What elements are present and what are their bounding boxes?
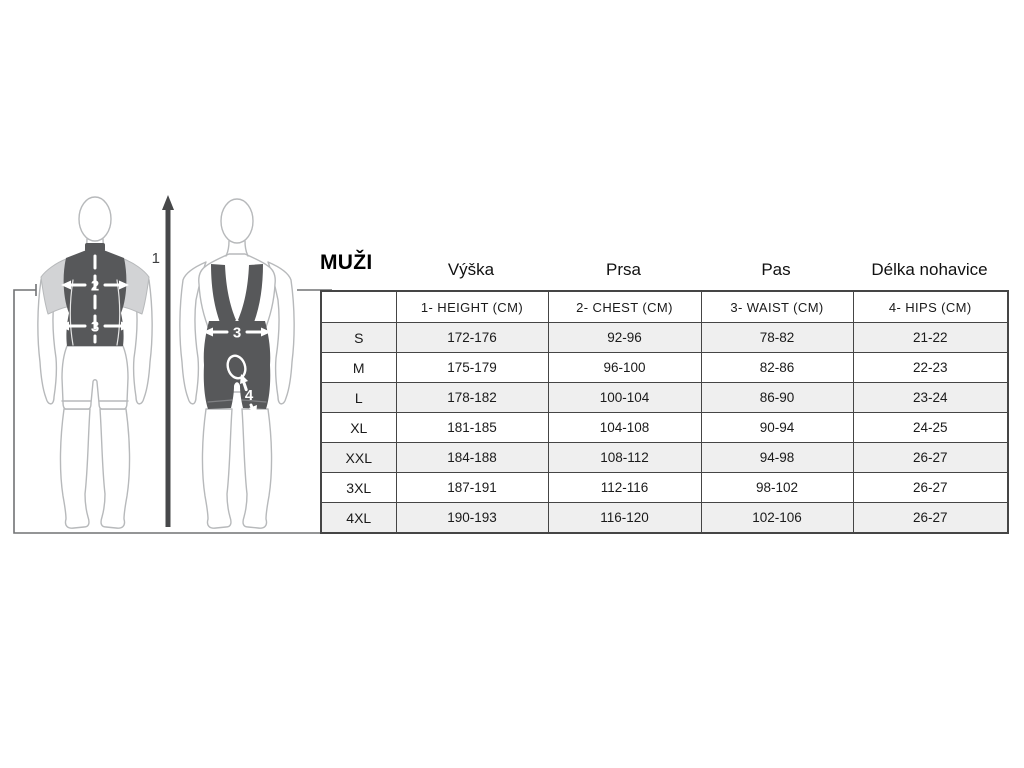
inseam-measure-arrow: 4 <box>226 354 257 415</box>
chest-value: 116-120 <box>547 502 702 534</box>
hips-value: 26-27 <box>852 472 1009 503</box>
chest-value: 96-100 <box>547 352 702 383</box>
table-row-l: L 178-182 100-104 86-90 23-24 <box>320 382 1009 413</box>
chest-value: 112-116 <box>547 472 702 503</box>
size-label: XXL <box>320 442 397 473</box>
inseam-marker-label: 4 <box>245 387 254 404</box>
size-label: M <box>320 352 397 383</box>
column-header-waist: 3- WAIST (CM) <box>700 290 854 323</box>
chest-measure-arrow: 2 <box>61 278 129 295</box>
back-figure: 3 4 <box>179 198 295 529</box>
hips-value: 21-22 <box>852 322 1009 353</box>
chest-marker-label: 2 <box>91 278 99 295</box>
height-value: 178-182 <box>395 382 549 413</box>
hips-value: 24-25 <box>852 412 1009 443</box>
size-table: 1- HEIGHT (CM) 2- CHEST (CM) 3- WAIST (C… <box>320 290 1009 534</box>
height-value: 172-176 <box>395 322 549 353</box>
waist-marker-label-front: 3 <box>91 319 99 336</box>
hips-value: 22-23 <box>852 352 1009 383</box>
height-value: 181-185 <box>395 412 549 443</box>
waist-value: 98-102 <box>700 472 854 503</box>
waist-value: 82-86 <box>700 352 854 383</box>
table-header-strip: MUŽI Výška Prsa Pas Délka nohavice <box>320 248 1007 284</box>
waist-value: 102-106 <box>700 502 854 534</box>
size-label: XL <box>320 412 397 443</box>
front-figure: 2 3 <box>37 196 153 529</box>
table-row-xl: XL 181-185 104-108 90-94 24-25 <box>320 412 1009 443</box>
column-header-height: 1- HEIGHT (CM) <box>395 290 549 323</box>
hips-value: 26-27 <box>852 502 1009 534</box>
height-value: 184-188 <box>395 442 549 473</box>
table-row-4xl: 4XL 190-193 116-120 102-106 26-27 <box>320 502 1009 534</box>
size-label: S <box>320 322 397 353</box>
page-title: MUŽI <box>320 251 373 274</box>
table-row-xxl: XXL 184-188 108-112 94-98 26-27 <box>320 442 1009 473</box>
waist-marker-label-back: 3 <box>233 325 241 342</box>
waist-value: 94-98 <box>700 442 854 473</box>
group-header-pas: Pas <box>761 260 791 279</box>
table-row-s: S 172-176 92-96 78-82 21-22 <box>320 322 1009 353</box>
column-header-row: 1- HEIGHT (CM) 2- CHEST (CM) 3- WAIST (C… <box>320 290 1009 323</box>
column-header-chest: 2- CHEST (CM) <box>547 290 702 323</box>
height-arrow: 1 <box>152 195 174 527</box>
group-header-vyska: Výška <box>447 260 495 279</box>
hips-value: 26-27 <box>852 442 1009 473</box>
waist-value: 86-90 <box>700 382 854 413</box>
waist-measure-arrow-front: 3 <box>59 319 131 336</box>
height-value: 190-193 <box>395 502 549 534</box>
chest-value: 108-112 <box>547 442 702 473</box>
height-marker-label: 1 <box>152 250 160 267</box>
group-header-delka: Délka nohavice <box>871 260 988 279</box>
chest-value: 92-96 <box>547 322 702 353</box>
height-value: 175-179 <box>395 352 549 383</box>
group-header-prsa: Prsa <box>606 260 641 279</box>
chest-value: 104-108 <box>547 412 702 443</box>
hips-value: 23-24 <box>852 382 1009 413</box>
waist-value: 90-94 <box>700 412 854 443</box>
column-header-empty <box>320 290 397 323</box>
table-row-3xl: 3XL 187-191 112-116 98-102 26-27 <box>320 472 1009 503</box>
waist-measure-arrow-back: 3 <box>203 325 271 342</box>
size-label: 3XL <box>320 472 397 503</box>
column-header-hips: 4- HIPS (CM) <box>852 290 1009 323</box>
waist-value: 78-82 <box>700 322 854 353</box>
height-value: 187-191 <box>395 472 549 503</box>
table-row-m: M 175-179 96-100 82-86 22-23 <box>320 352 1009 383</box>
measurement-diagram: 2 3 1 <box>13 195 332 534</box>
size-label: L <box>320 382 397 413</box>
chest-value: 100-104 <box>547 382 702 413</box>
size-label: 4XL <box>320 502 397 534</box>
